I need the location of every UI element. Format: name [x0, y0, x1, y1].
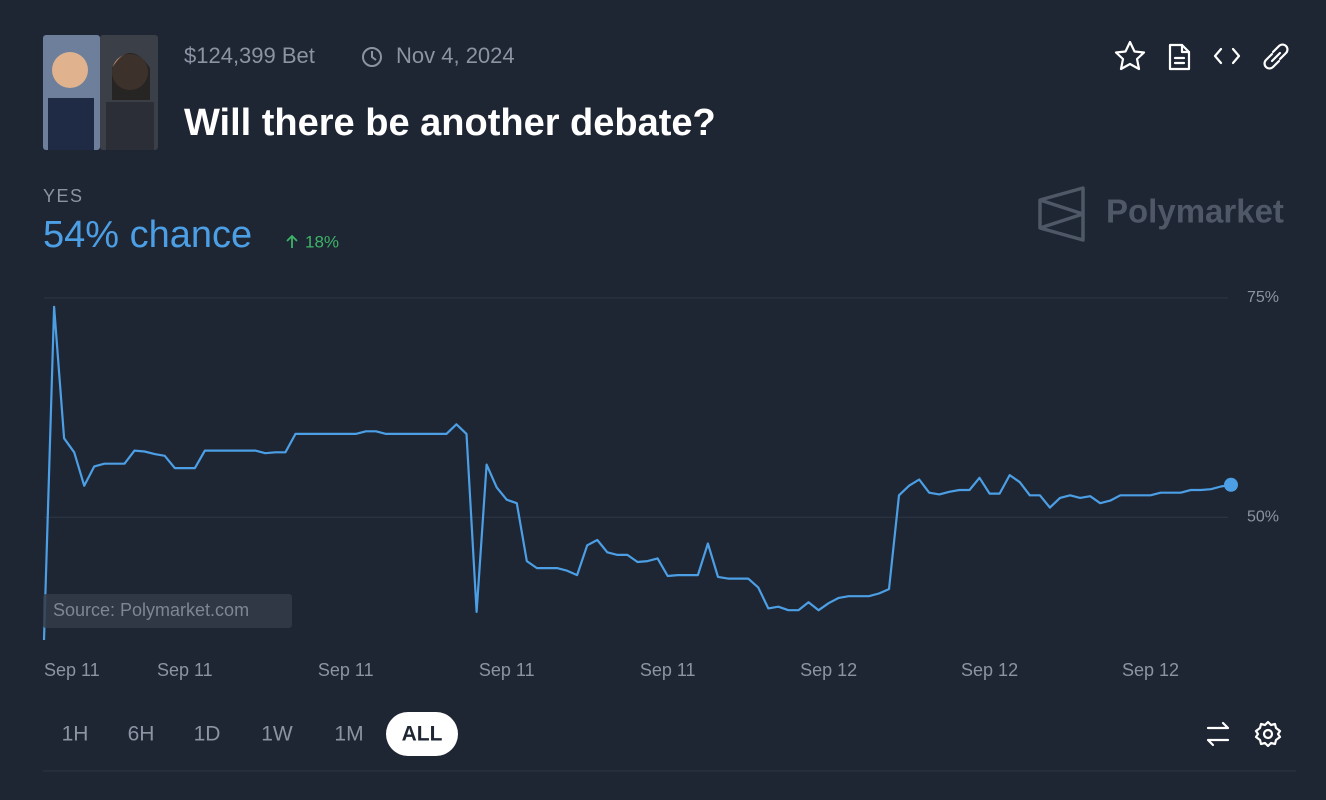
embed-button[interactable] [1213, 47, 1241, 65]
swap-button[interactable] [1206, 721, 1230, 747]
bet-volume: $124,399 Bet [184, 43, 315, 68]
x-tick-label: Sep 12 [1122, 660, 1179, 680]
favorite-button[interactable] [1114, 40, 1146, 71]
market-image [43, 35, 158, 150]
document-button[interactable] [1168, 43, 1191, 71]
market-title: Will there be another debate? [184, 102, 716, 144]
up-arrow-icon [286, 234, 298, 248]
copy-link-button[interactable] [1263, 43, 1289, 70]
plot: 50% 75% Sep 11 Sep 11 Sep 11 Sep 11 Sep 11 Sep … [42, 289, 1279, 680]
outcome-chance: 54% chance [43, 214, 252, 256]
end-date: Nov 4, 2024 [396, 43, 515, 68]
x-tick-label: Sep 11 [479, 660, 535, 680]
x-tick-label: Sep 12 [961, 660, 1018, 680]
settings-button[interactable] [1254, 720, 1282, 748]
outcome-change: 18% [305, 232, 339, 251]
range-selector: 1H 6H 1D 1W 1M ALL [62, 712, 458, 756]
range-button[interactable]: 1D [194, 723, 221, 746]
brand-name: Polymarket [1106, 193, 1284, 230]
source-badge [43, 594, 292, 628]
range-button[interactable]: 6H [128, 723, 155, 746]
clock-icon [362, 47, 382, 67]
range-pill[interactable] [386, 712, 458, 756]
y-tick-label: 50% [1247, 508, 1279, 525]
source-label: Source: Polymarket.com [53, 600, 249, 620]
y-tick-label: 75% [1247, 289, 1279, 306]
range-button[interactable]: ALL [402, 723, 443, 746]
x-tick-label: Sep 11 [318, 660, 374, 680]
range-button[interactable]: 1M [334, 723, 363, 746]
x-tick-label: Sep 11 [157, 660, 213, 680]
range-button[interactable]: 1H [62, 723, 89, 746]
x-tick-label: Sep 11 [640, 660, 696, 680]
x-tick-label: Sep 11 [44, 660, 100, 680]
brand-logo [1038, 186, 1085, 242]
range-button[interactable]: 1W [261, 723, 293, 746]
x-tick-label: Sep 12 [800, 660, 857, 680]
last-point [1224, 477, 1238, 492]
outcome-label: YES [43, 186, 84, 206]
price-line [42, 305, 1232, 641]
